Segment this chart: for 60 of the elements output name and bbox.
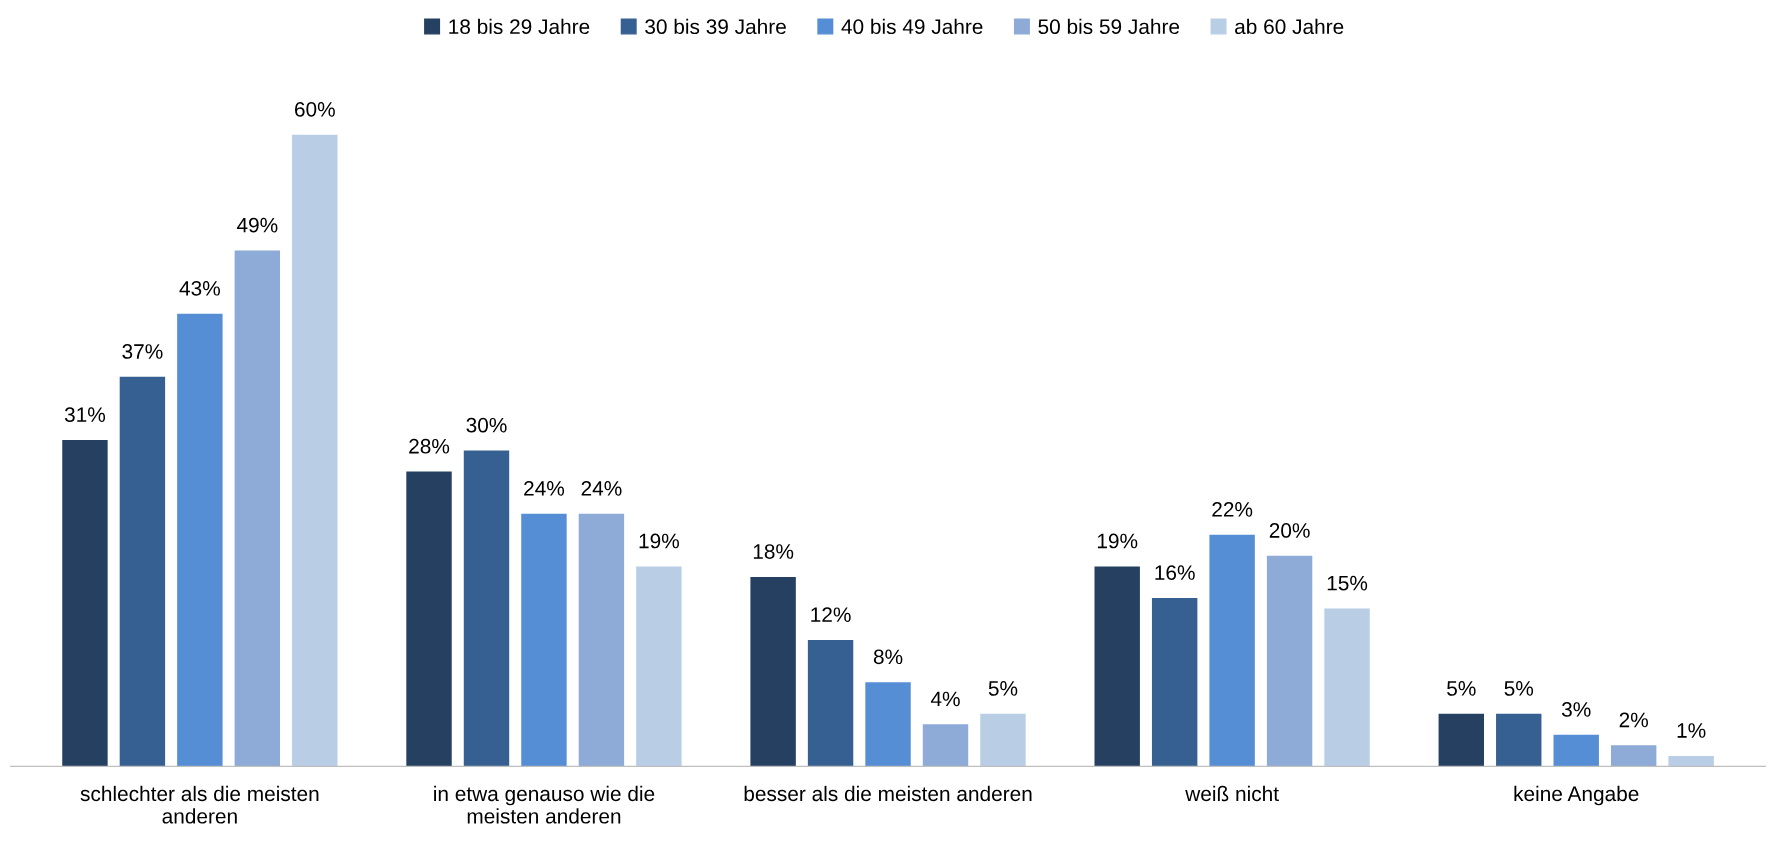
data-label: 24% [524,480,565,496]
data-label: 20% [1269,523,1310,538]
bar [1668,755,1714,767]
bar [234,250,281,767]
bar [750,576,796,767]
bar [1610,745,1657,767]
bar [807,640,854,767]
bar [922,724,969,767]
data-label: 16% [1155,565,1195,580]
data-label: 28% [409,438,450,454]
data-label: 5% [988,681,1018,696]
legend-label: 18 bis 29 Jahre [449,18,590,35]
bar [1266,555,1313,767]
bar [1553,734,1599,767]
data-label: 3% [1561,702,1591,717]
bar [636,566,682,767]
bar [1438,713,1484,767]
bar [177,313,223,767]
data-label: 2% [1619,712,1648,728]
data-label: 4% [930,691,960,707]
legend-label: 50 bis 59 Jahre [1038,18,1180,35]
data-label: 19% [1097,533,1138,549]
data-label: 5% [1504,681,1534,696]
x-tick-label: schlechter als die meisten anderen [80,785,319,824]
bar [865,682,911,767]
data-label: 8% [873,649,903,665]
data-label: 22% [1212,502,1253,517]
data-label: 30% [466,417,507,433]
data-label: 15% [1327,575,1368,591]
data-label: 18% [753,544,794,559]
legend-label: 40 bis 49 Jahre [841,18,983,35]
bar [1094,566,1140,767]
data-label: 19% [639,533,679,549]
legend-label: ab 60 Jahre [1235,18,1344,35]
data-label: 12% [811,607,851,622]
bar [578,513,625,767]
bar [980,713,1026,767]
bar [521,513,567,767]
bar [1209,534,1255,767]
data-label: 49% [236,217,278,233]
x-tick-label: keine Angabe [1514,785,1639,806]
bar [119,376,166,767]
data-label: 60% [295,101,335,117]
bar [1324,608,1370,767]
bar [62,440,108,767]
bar [463,450,510,767]
x-tick-label: in etwa genauso wie die meisten anderen [434,785,655,824]
x-tick-label: besser als die meisten anderen [744,785,1032,802]
bar [1496,713,1542,767]
bar [406,471,452,767]
data-label: 1% [1677,723,1706,738]
x-tick-label: weiß nicht [1185,785,1279,802]
bar [292,134,338,767]
data-label: 24% [581,480,622,496]
legend-label: 30 bis 39 Jahre [645,18,786,35]
data-label: 31% [64,407,106,423]
data-label: 43% [179,280,220,296]
data-label: 5% [1447,681,1476,696]
data-label: 37% [122,344,163,359]
bar [1151,597,1198,767]
